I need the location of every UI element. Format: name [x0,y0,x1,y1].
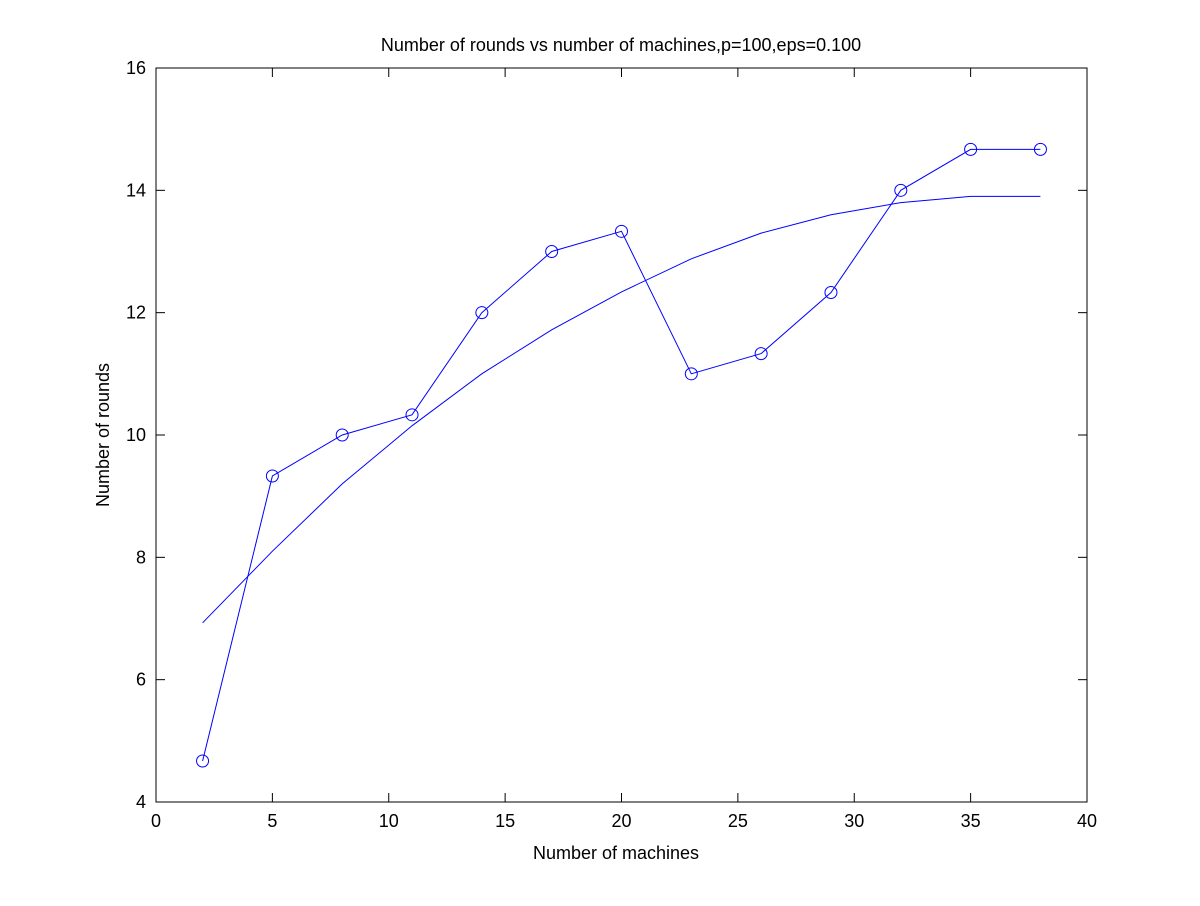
series-1-point [964,142,978,156]
x-tick-label: 30 [844,811,864,831]
series-1-point [1033,142,1047,156]
series-1-point [894,183,908,197]
axes-background [155,67,1088,803]
x-tick-label: 15 [495,811,515,831]
x-axis-label: Number of machines [533,843,699,863]
series-1-line [202,148,1041,762]
y-tick-label: 10 [126,425,146,445]
x-tick-label: 40 [1077,811,1097,831]
series-2-line [202,195,1041,624]
y-tick-label: 4 [136,792,146,812]
series-1-point [475,306,489,320]
ticks-layer: 0 5 10 15 20 25 30 35 40 4 6 8 10 12 14 16 [126,58,1097,831]
x-tick-label: 0 [151,811,161,831]
x-tick-label: 25 [728,811,748,831]
series-1-point [196,754,210,768]
series-1-point [265,469,279,483]
chart-title: Number of rounds vs number of machines,p… [381,35,861,55]
y-tick-label: 8 [136,547,146,567]
y-tick-label: 16 [126,58,146,78]
series-1-point [335,428,349,442]
y-tick-label: 6 [136,670,146,690]
series-1-point [545,245,559,258]
series-1-point [824,285,838,299]
y-axis-label: Number of rounds [93,363,113,507]
x-tick-label: 5 [267,811,277,831]
x-tick-label: 10 [379,811,399,831]
x-tick-label: 20 [611,811,631,831]
series-1-point [684,367,698,381]
x-tick-label: 35 [961,811,981,831]
series-1-point [615,224,628,238]
series-layer [196,142,1047,768]
series-1-point [754,347,768,361]
y-tick-label: 12 [126,303,146,323]
series-1-point [405,408,419,422]
y-tick-label: 14 [126,180,146,200]
